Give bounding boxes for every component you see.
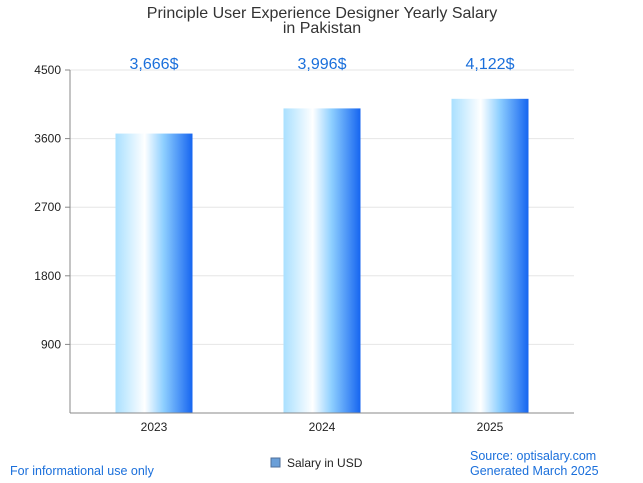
chart-title-line-1: Principle User Experience Designer Yearl… — [147, 5, 497, 22]
x-tick-label-2025: 2025 — [477, 420, 504, 434]
legend-swatch — [270, 457, 281, 468]
y-tick-label: 1800 — [34, 269, 61, 283]
bar-2024[interactable] — [283, 108, 361, 413]
data-label-2024: 3,996$ — [298, 56, 347, 73]
y-tick-label: 3600 — [34, 132, 61, 146]
x-tick-label-2023: 2023 — [141, 420, 168, 434]
bar-2025[interactable] — [451, 98, 529, 413]
y-tick-label: 900 — [41, 337, 61, 351]
x-tick-label-2024: 2024 — [309, 420, 336, 434]
source-text: Source: optisalary.com — [470, 449, 596, 463]
generated-date-text: Generated March 2025 — [470, 464, 599, 478]
x-axis-ticks: 2023 2024 2025 — [141, 420, 504, 434]
y-tick-label: 2700 — [34, 200, 61, 214]
bar-2023[interactable] — [115, 133, 193, 413]
data-label-2025: 4,122$ — [466, 56, 515, 73]
y-axis-ticks: 900 1800 2700 3600 4500 — [34, 63, 70, 351]
data-labels: 3,666$ 3,996$ 4,122$ — [130, 56, 515, 73]
disclaimer-text: For informational use only — [10, 464, 155, 478]
legend-label: Salary in USD — [287, 456, 363, 470]
data-label-2023: 3,666$ — [130, 56, 179, 73]
legend[interactable]: Salary in USD — [270, 456, 363, 470]
y-tick-label: 4500 — [34, 63, 61, 77]
chart-title-line-2: in Pakistan — [283, 20, 361, 37]
bars — [115, 98, 529, 413]
